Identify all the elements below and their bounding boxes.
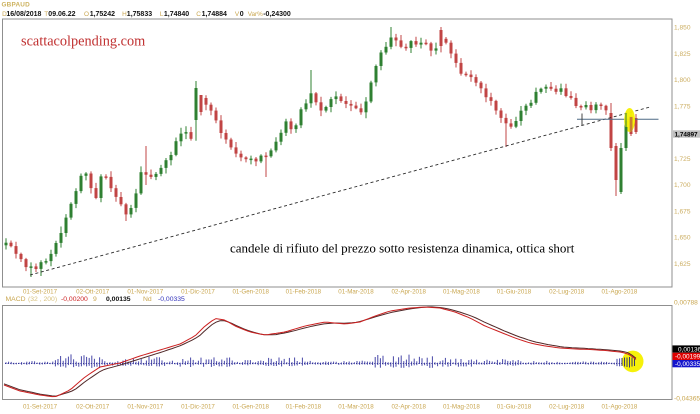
- svg-text:02-Ott-2017: 02-Ott-2017: [76, 288, 110, 295]
- svg-text:0,00788: 0,00788: [674, 300, 698, 307]
- svg-text:-0,00335: -0,00335: [675, 361, 700, 368]
- svg-text:Nd: Nd: [143, 296, 152, 303]
- svg-text:1,725: 1,725: [674, 156, 691, 163]
- svg-text:02-Lug-2018: 02-Lug-2018: [549, 288, 585, 295]
- svg-text:02-Ott-2017: 02-Ott-2017: [76, 404, 110, 411]
- svg-text:02-Apr-2018: 02-Apr-2018: [391, 288, 426, 295]
- svg-text:-0,00199: -0,00199: [675, 354, 700, 361]
- svg-text:(32 , 200): (32 , 200): [28, 296, 57, 303]
- svg-text:Var%: Var%: [248, 11, 263, 18]
- svg-text:-0,00335: -0,00335: [158, 296, 185, 303]
- svg-text:T: T: [44, 11, 48, 18]
- svg-text:01-Mar-2018: 01-Mar-2018: [338, 288, 374, 295]
- svg-text:MACD: MACD: [6, 296, 26, 303]
- svg-text:1,850: 1,850: [674, 25, 691, 32]
- svg-text:01-Dic-2017: 01-Dic-2017: [181, 404, 215, 411]
- svg-text:D: D: [2, 11, 7, 18]
- svg-text:1,74884: 1,74884: [202, 11, 227, 18]
- svg-text:01-Giu-2018: 01-Giu-2018: [497, 288, 532, 295]
- svg-text:01-Gen-2018: 01-Gen-2018: [232, 404, 269, 411]
- svg-text:1,74840: 1,74840: [164, 11, 189, 18]
- svg-text:1,825: 1,825: [674, 51, 691, 58]
- svg-text:1,700: 1,700: [674, 182, 691, 189]
- svg-text:09.06.22: 09.06.22: [48, 11, 75, 18]
- svg-text:-0,00200: -0,00200: [61, 296, 88, 303]
- svg-text:16/08/2018: 16/08/2018: [6, 11, 41, 18]
- svg-text:0: 0: [240, 11, 244, 18]
- svg-text:1,775: 1,775: [674, 103, 691, 110]
- svg-text:1,74897: 1,74897: [675, 132, 699, 139]
- svg-text:GBPAUD: GBPAUD: [2, 1, 31, 8]
- svg-text:L: L: [160, 11, 164, 18]
- svg-text:V: V: [235, 11, 240, 18]
- svg-text:1,75242: 1,75242: [90, 11, 115, 18]
- svg-text:1,625: 1,625: [674, 261, 691, 268]
- svg-text:9: 9: [93, 296, 97, 303]
- svg-text:01-Ago-2018: 01-Ago-2018: [602, 404, 638, 411]
- svg-text:O: O: [84, 11, 89, 18]
- svg-text:01-Ago-2018: 01-Ago-2018: [602, 288, 638, 295]
- svg-text:01-Set-2017: 01-Set-2017: [23, 404, 58, 411]
- svg-text:01-Mag-2018: 01-Mag-2018: [443, 288, 480, 295]
- svg-text:1,800: 1,800: [674, 77, 691, 84]
- svg-text:01-Gen-2018: 01-Gen-2018: [232, 288, 269, 295]
- svg-text:01-Giu-2018: 01-Giu-2018: [497, 404, 532, 411]
- svg-text:1,650: 1,650: [674, 235, 691, 242]
- svg-text:01-Mag-2018: 01-Mag-2018: [443, 404, 480, 411]
- svg-text:-0,24300: -0,24300: [263, 11, 291, 18]
- svg-text:01-Nov-2017: 01-Nov-2017: [127, 404, 163, 411]
- svg-text:01-Mar-2018: 01-Mar-2018: [338, 404, 374, 411]
- svg-text:02-Apr-2018: 02-Apr-2018: [391, 404, 426, 411]
- svg-text:02-Lug-2018: 02-Lug-2018: [549, 404, 585, 411]
- svg-text:01-Dic-2017: 01-Dic-2017: [181, 288, 215, 295]
- svg-text:C: C: [196, 11, 201, 18]
- svg-text:01-Feb-2018: 01-Feb-2018: [286, 288, 322, 295]
- svg-text:1,75833: 1,75833: [127, 11, 152, 18]
- svg-text:0,00136: 0,00136: [678, 346, 700, 353]
- svg-text:01-Nov-2017: 01-Nov-2017: [127, 288, 163, 295]
- svg-text:0,00135: 0,00135: [106, 296, 131, 303]
- svg-text:-0,04365: -0,04365: [674, 396, 700, 403]
- svg-text:H: H: [122, 11, 127, 18]
- svg-text:01-Set-2017: 01-Set-2017: [23, 288, 58, 295]
- svg-text:01-Feb-2018: 01-Feb-2018: [286, 404, 322, 411]
- svg-text:scattacolpending.com: scattacolpending.com: [21, 34, 145, 50]
- svg-text:1,675: 1,675: [674, 208, 691, 215]
- svg-text:candele di rifiuto del prezzo: candele di rifiuto del prezzo sotto resi…: [230, 241, 575, 256]
